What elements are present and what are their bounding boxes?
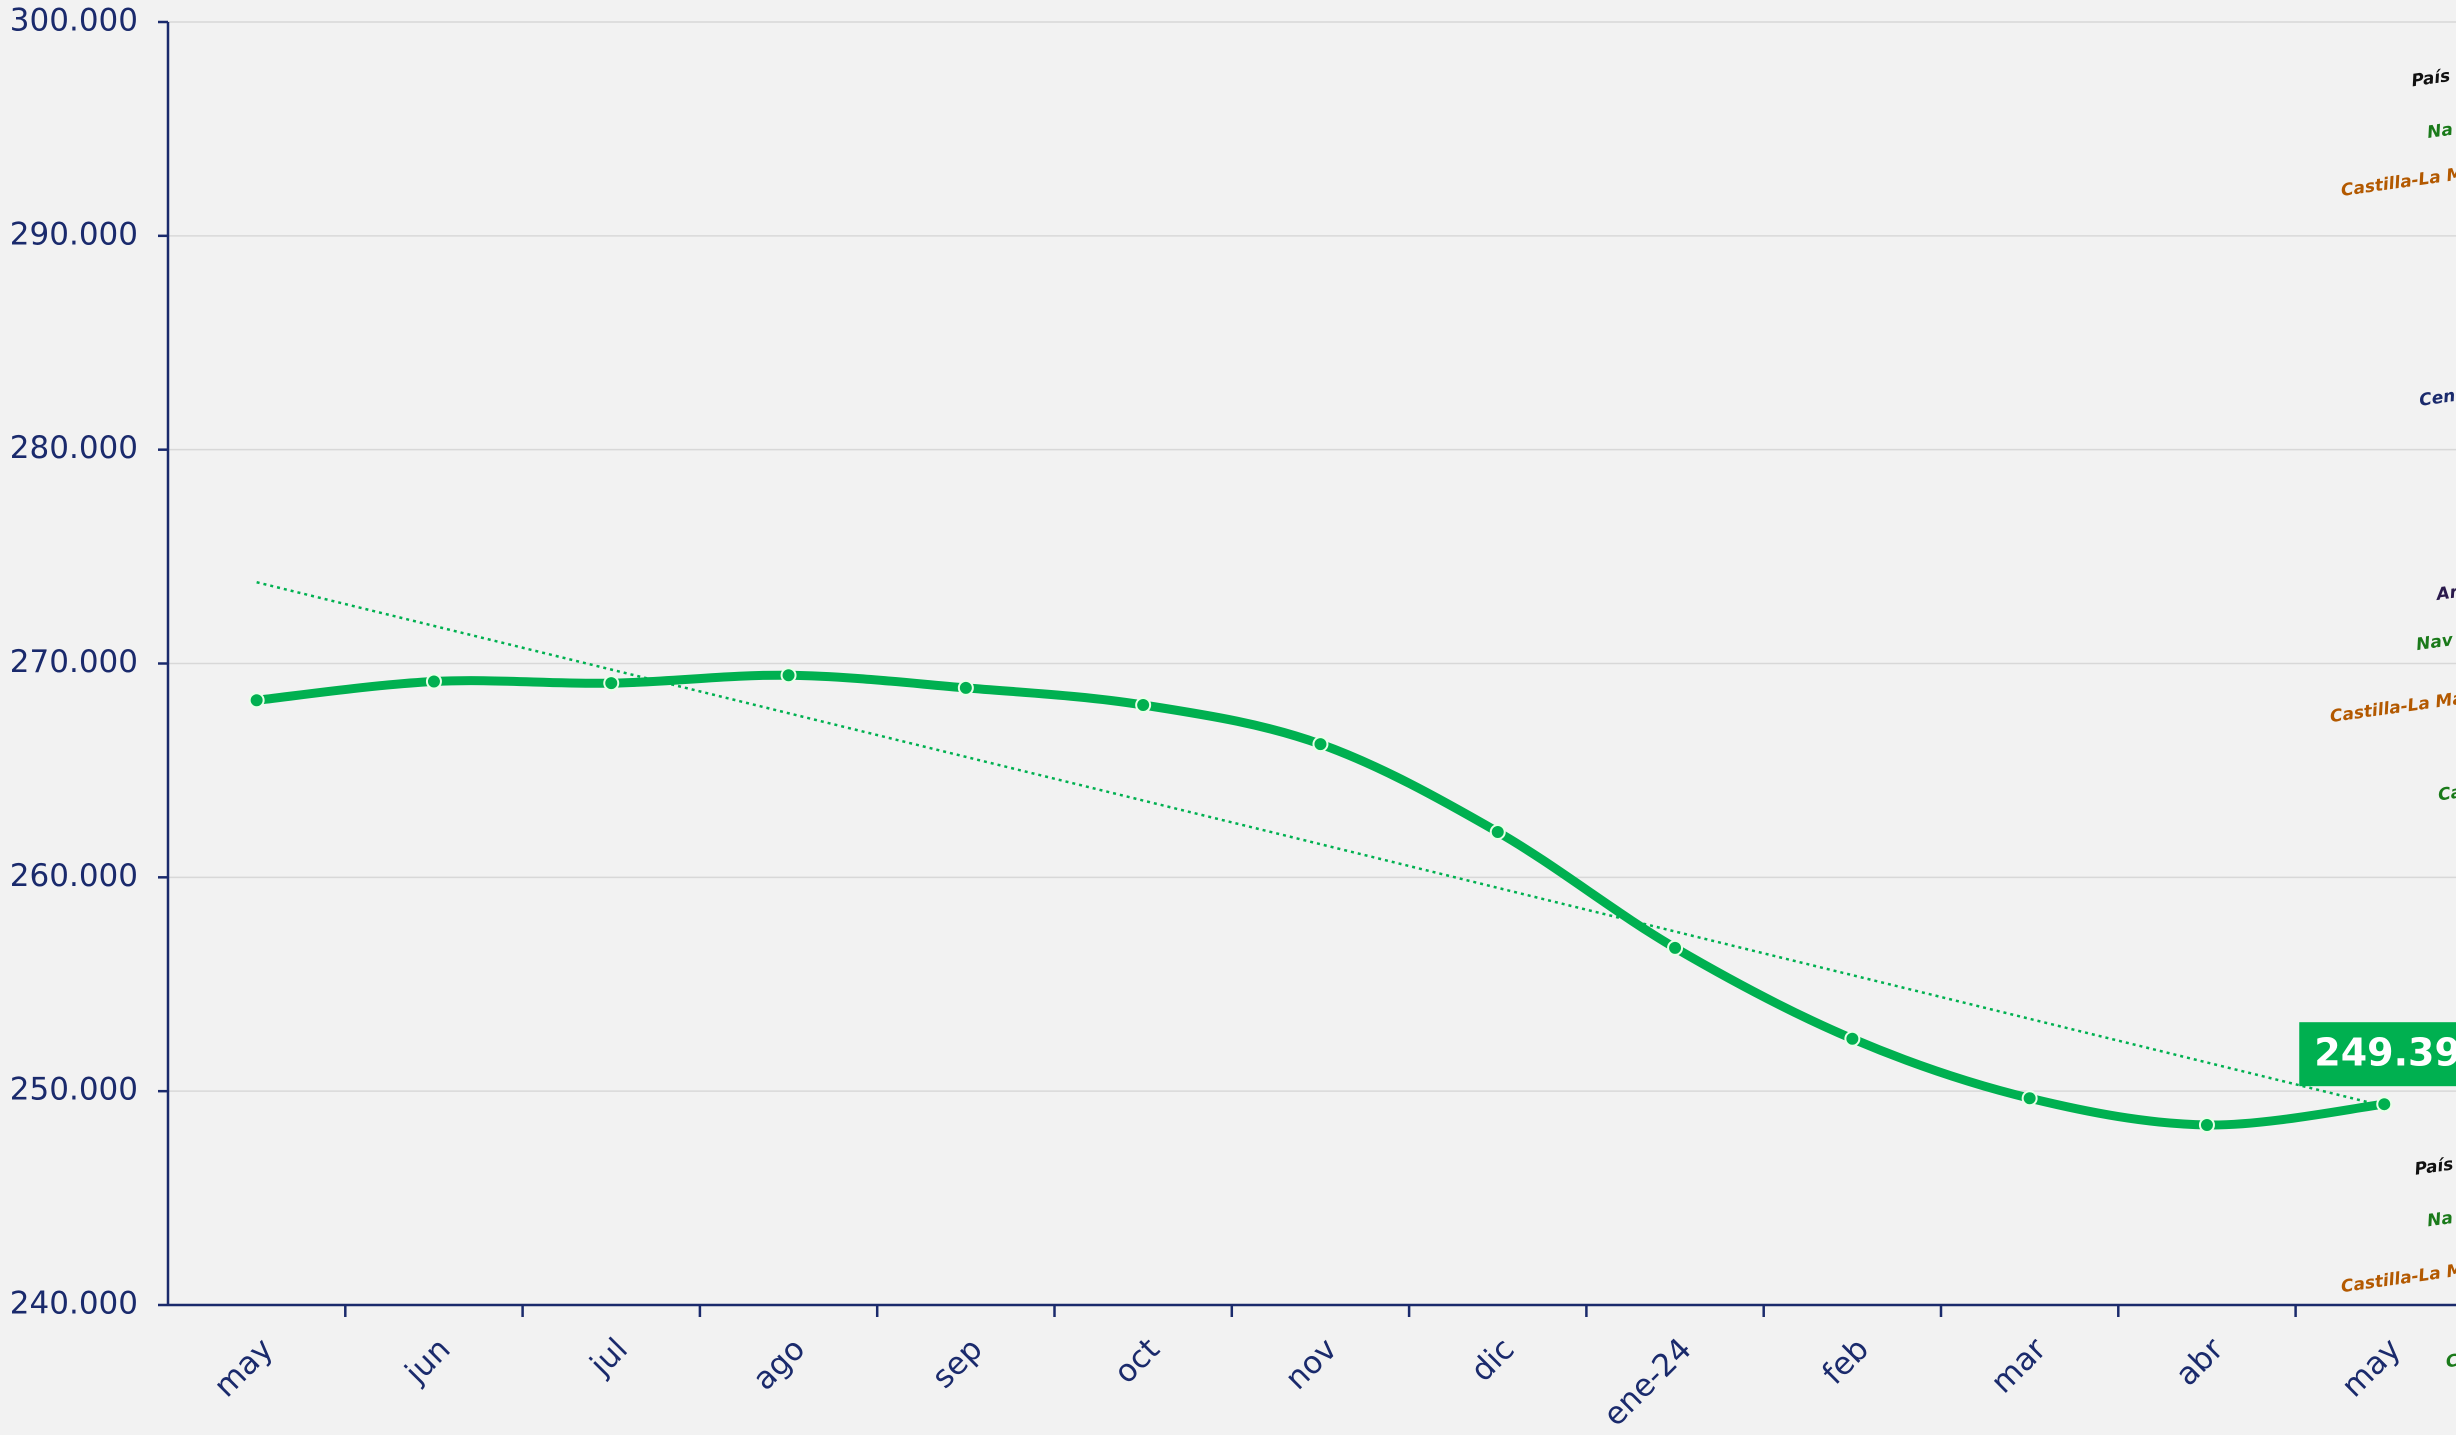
side-label: Castilla-La Ma [2329,689,2456,728]
x-tick-label: jul [583,1331,635,1383]
data-point [1135,696,1152,713]
x-tick-label: feb [1815,1331,1876,1392]
side-label: Na [2426,1208,2454,1231]
data-point [2021,1090,2038,1107]
x-tick-label: mar [1984,1331,2053,1400]
side-label: País [2413,1154,2454,1179]
side-label: C [2445,1351,2456,1373]
trendline [256,581,2385,1108]
side-label: Cens [2418,385,2456,411]
value-label: 249.391 [2314,1031,2456,1075]
x-tick-label: nov [1278,1331,1344,1397]
data-point [603,675,620,692]
y-tick-label: 260.000 [10,858,138,894]
y-tick-label: 280.000 [10,430,138,466]
data-point [2198,1116,2215,1133]
data-point [1844,1030,1861,1047]
data-point [425,673,442,690]
x-tick-label: ene-24 [1597,1331,1699,1433]
x-tick-label: jun [398,1331,458,1391]
data-point [2376,1096,2393,1113]
x-tick-label: oct [1107,1331,1167,1391]
side-label: Castilla-La M [2340,1260,2456,1297]
data-point [1667,939,1684,956]
data-point [1489,824,1506,841]
y-tick-label: 240.000 [10,1286,138,1322]
x-tick-label: ago [746,1331,812,1397]
side-label: Castilla-La M [2340,164,2456,201]
side-label: País [2410,66,2451,91]
y-tick-label: 270.000 [10,644,138,680]
x-tick-label: abr [2169,1331,2231,1393]
data-point [957,679,974,696]
value-label-box [2299,1022,2456,1087]
side-label: Na [2426,120,2454,143]
y-tick-label: 290.000 [10,216,138,252]
x-tick-label: may [207,1331,280,1404]
data-point [248,692,265,709]
x-tick-label: may [2335,1331,2408,1404]
data-point [1312,736,1329,753]
data-point [780,667,797,684]
side-label: Ca [2437,782,2456,805]
y-tick-label: 300.000 [10,3,138,39]
x-tick-label: dic [1464,1331,1522,1389]
side-label: Nav [2415,630,2455,655]
y-tick-label: 250.000 [10,1072,138,1108]
x-tick-label: sep [925,1331,989,1395]
side-label: Ar [2433,582,2456,605]
